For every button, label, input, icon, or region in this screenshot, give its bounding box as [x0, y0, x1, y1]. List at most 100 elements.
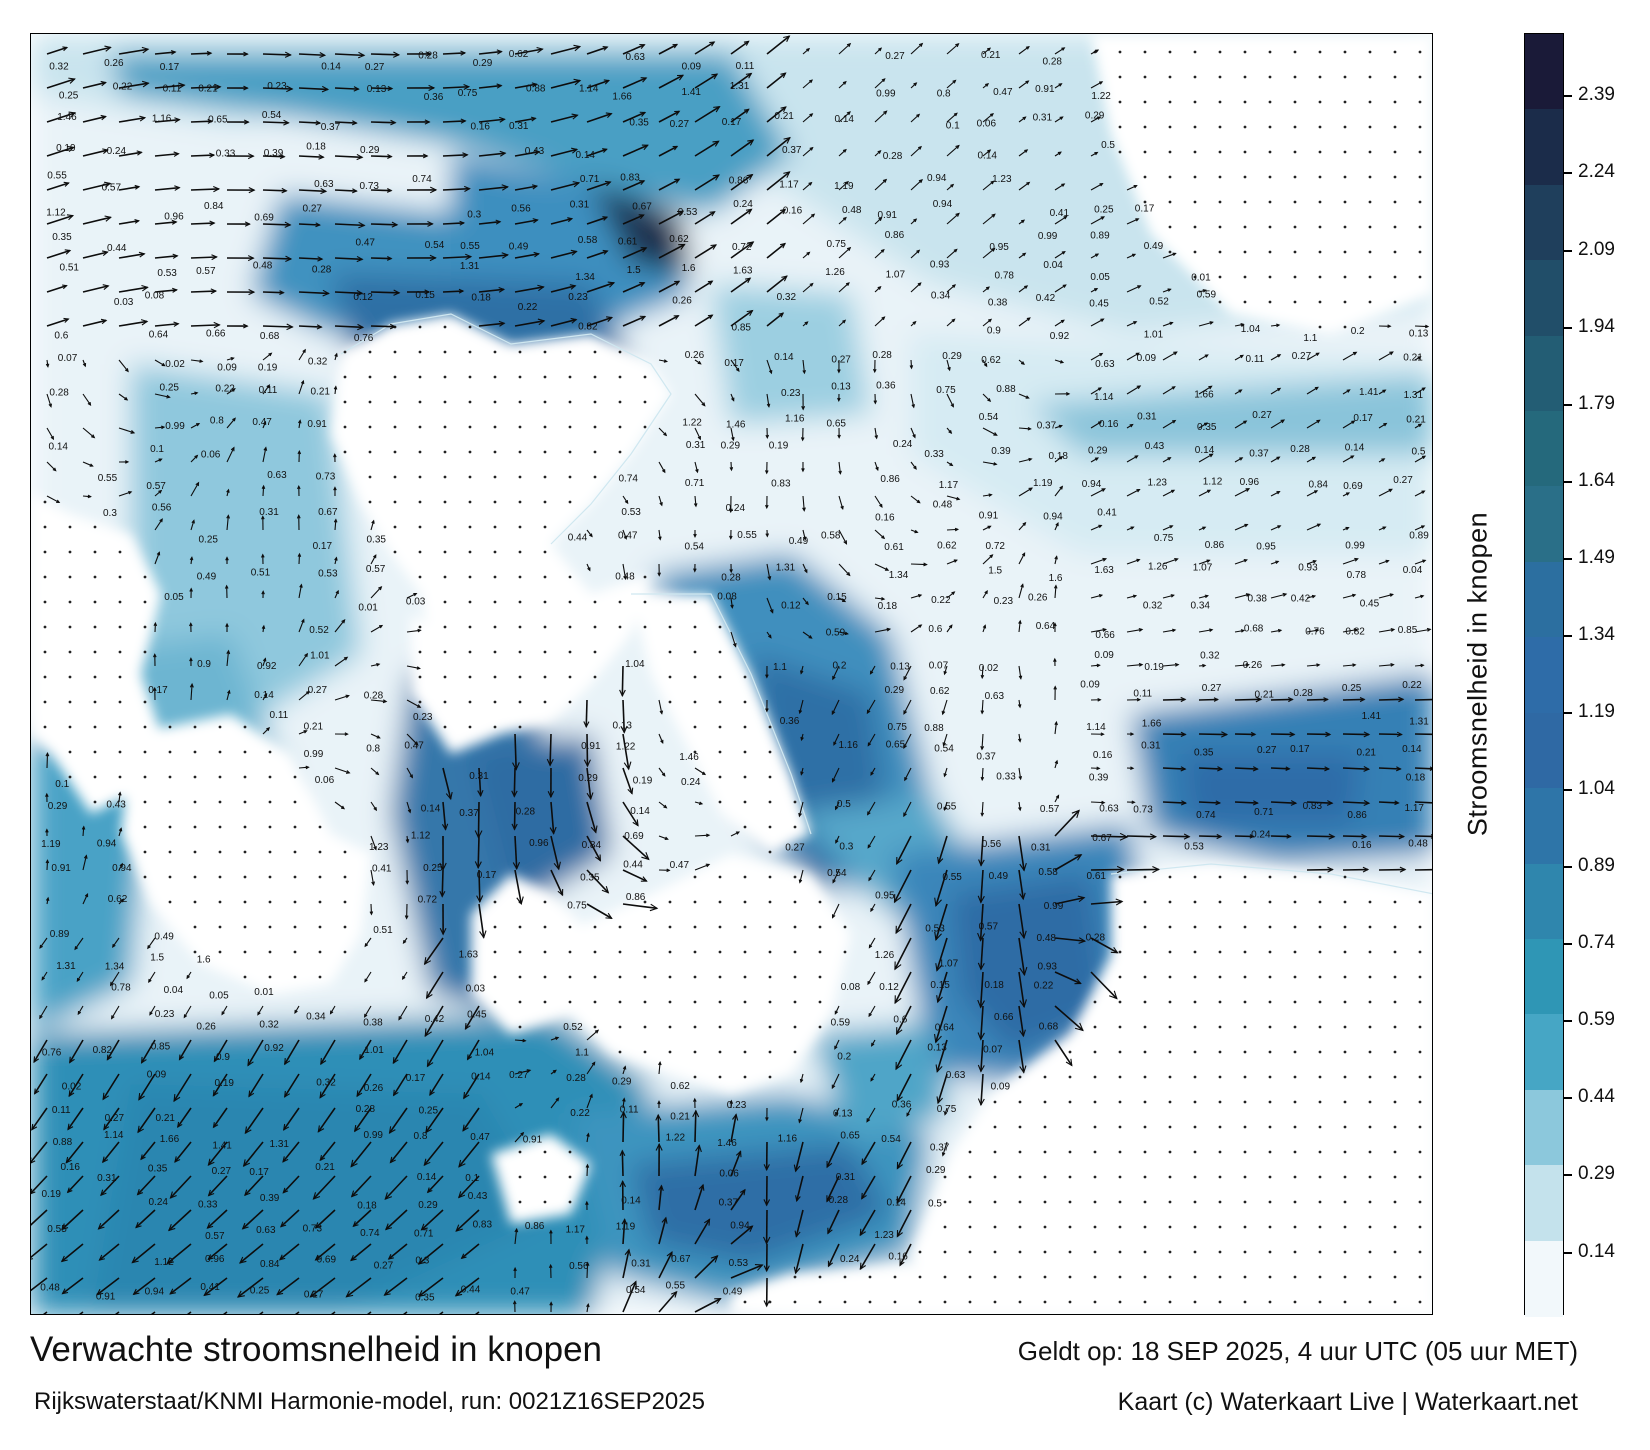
current-arrow [262, 323, 294, 331]
grid-dots [43, 50, 1422, 1304]
speed-label: 1.07 [886, 269, 906, 280]
grid-dot [1343, 900, 1347, 904]
grid-dot [1093, 1075, 1097, 1079]
speed-label: 0.55 [737, 530, 757, 541]
grid-dot [918, 1250, 922, 1254]
speed-label: 0.51 [373, 925, 393, 936]
grid-dot [1368, 1125, 1372, 1129]
speed-label: 0.28 [312, 265, 332, 276]
speed-label: 0.25 [160, 383, 180, 394]
speed-label: 0.16 [875, 512, 895, 523]
grid-dot [668, 675, 672, 679]
current-arrow [370, 662, 381, 667]
current-arrow [835, 835, 840, 844]
speed-label: 0.07 [929, 661, 949, 672]
speed-label: 1.23 [992, 174, 1012, 185]
speed-label: 0.27 [885, 51, 905, 62]
current-arrow [1270, 731, 1296, 738]
grid-dot [643, 975, 647, 979]
speed-label: 1.04 [625, 659, 645, 670]
current-arrow [586, 903, 613, 920]
speed-label: 0.62 [669, 234, 689, 245]
grid-dot [1168, 250, 1172, 254]
grid-dot [693, 1000, 697, 1004]
speed-label: 0.04 [1043, 260, 1063, 271]
grid-dot [1068, 1200, 1072, 1204]
grid-dot [1343, 1125, 1347, 1129]
grid-dot [493, 950, 497, 954]
current-arrow [329, 1005, 336, 1015]
grid-dot [1393, 150, 1397, 154]
current-arrow [620, 699, 628, 734]
current-arrow [478, 150, 507, 157]
current-arrow [831, 699, 840, 716]
grid-dot [693, 725, 697, 729]
grid-dot [718, 650, 722, 654]
current-arrow [298, 324, 323, 330]
current-arrow [874, 110, 888, 123]
grid-dot [1218, 1025, 1222, 1029]
current-arrow [61, 1209, 84, 1231]
current-arrow [910, 282, 922, 293]
speed-label: 0.78 [1347, 570, 1367, 581]
current-arrow [110, 1005, 120, 1020]
grid-dot [1418, 1275, 1422, 1279]
current-arrow [1342, 492, 1351, 497]
current-arrow [154, 359, 166, 367]
grid-dot [593, 625, 597, 629]
speed-label: 0.27 [212, 1166, 232, 1177]
grid-dot [968, 1200, 972, 1204]
current-arrow [801, 393, 806, 411]
current-arrow [550, 1069, 557, 1075]
grid-dot [293, 825, 297, 829]
speed-label: 0.68 [1244, 624, 1264, 635]
grid-dot [1368, 975, 1372, 979]
grid-dot [593, 675, 597, 679]
speed-label: 0.78 [995, 270, 1015, 281]
current-arrow [1162, 594, 1175, 599]
speed-label: 0.55 [98, 473, 118, 484]
grid-dot [443, 375, 447, 379]
current-arrow [334, 732, 349, 736]
grid-dot [968, 1225, 972, 1229]
grid-dot [1118, 1000, 1122, 1004]
current-arrow [622, 529, 628, 540]
colorbar-tick [1564, 789, 1572, 791]
grid-dot [1368, 1150, 1372, 1154]
current-arrow [1198, 731, 1229, 738]
current-arrow [1126, 455, 1139, 463]
grid-dot [1418, 1225, 1422, 1229]
speed-label: 0.8 [937, 88, 951, 99]
current-arrow [799, 665, 804, 675]
grid-dot [168, 875, 172, 879]
current-arrow [1054, 424, 1064, 429]
grid-dot [1393, 50, 1397, 54]
current-arrow [406, 699, 422, 708]
current-arrow [658, 767, 666, 777]
speed-label: 0.14 [630, 806, 650, 817]
current-arrow [694, 244, 718, 259]
speed-label: 0.67 [318, 507, 338, 518]
current-arrow [82, 215, 112, 225]
grid-dot [193, 875, 197, 879]
speed-label: 0.32 [1143, 601, 1163, 612]
grid-dot [1318, 1100, 1322, 1104]
speed-label: 0.93 [1298, 562, 1318, 573]
grid-dot [1418, 1050, 1422, 1054]
current-speed-map[interactable]: 0.32 0.26 0.17 0.14 0.27 0.28 0.29 0.62 0.63 0.09… [30, 33, 1433, 1315]
grid-dot [293, 900, 297, 904]
grid-dot [1193, 1075, 1197, 1079]
grid-dot [1343, 150, 1347, 154]
current-arrow [190, 422, 201, 429]
speed-label: 0.99 [304, 749, 324, 760]
map-canvas: 0.32 0.26 0.17 0.14 0.270.280.290.62 0.630.09… [31, 34, 1432, 1314]
grid-dot [1118, 1075, 1122, 1079]
current-arrow [189, 587, 193, 599]
current-arrow [586, 79, 611, 89]
current-arrow [620, 1110, 627, 1143]
current-arrow [1018, 619, 1022, 633]
speed-label: 0.32 [308, 357, 328, 368]
grid-dot [1293, 900, 1297, 904]
grid-dot [1218, 200, 1222, 204]
current-arrow [1198, 833, 1223, 840]
